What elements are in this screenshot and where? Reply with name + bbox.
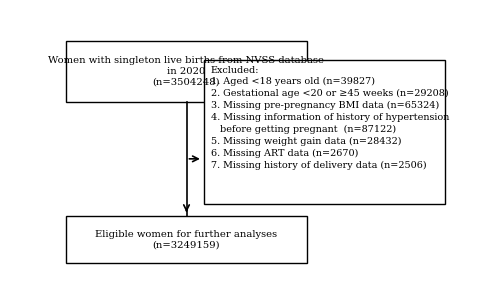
FancyBboxPatch shape [66, 216, 306, 263]
Text: Eligible women for further analyses
(n=3249159): Eligible women for further analyses (n=3… [96, 230, 278, 249]
FancyBboxPatch shape [204, 60, 445, 204]
Text: Women with singleton live births from NVSS database
in 2020
(n=3504248): Women with singleton live births from NV… [48, 56, 324, 86]
FancyBboxPatch shape [66, 41, 306, 102]
Text: Excluded:
1. Aged <18 years old (n=39827)
2. Gestational age <20 or ≥45 weeks (n: Excluded: 1. Aged <18 years old (n=39827… [211, 65, 450, 170]
